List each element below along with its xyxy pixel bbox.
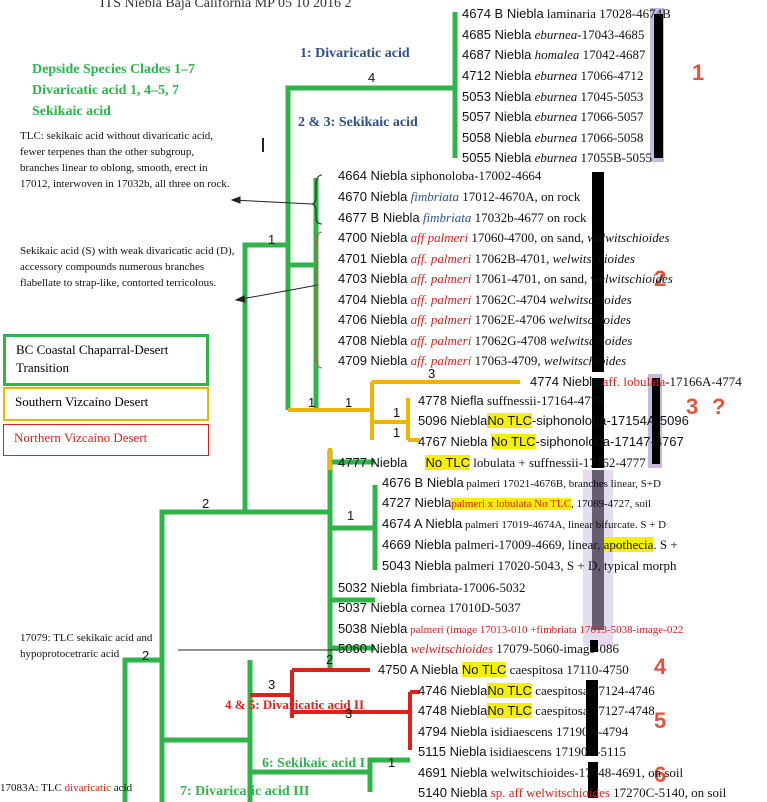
clade-2-bar [592,172,604,372]
note-17083-highlight: divaricatic [64,782,111,794]
support-value: 2 [326,652,334,667]
taxon-row: 4664 Niebla siphonoloba-17002-4664 [338,168,542,183]
taxon-row: 5043 Niebla palmeri 17020-5043, S + D, t… [382,558,677,573]
label-clade-6: 6: Sekikaic acid I [262,756,366,771]
taxon-row: 4674 B Niebla laminaria 17028-4674B [462,6,671,21]
support-value: 1 [393,405,401,420]
legend-northern: Northern Vizcaíno Desert [3,424,209,456]
taxon-row: 4670 Niebla fimbriata 17012-4670A, on ro… [338,189,581,204]
support-value: 1 [393,425,401,440]
support-value: 2 [202,496,210,511]
taxon-row: 4774 Niebla aff. lobulata-17166A-4774 [530,374,742,389]
label-clade-1: 1: Divaricatic acid [300,46,410,61]
taxon-row: 4676 B Niebla palmeri 17021-4676B, branc… [382,475,661,490]
taxon-row: 4677 B Niebla fimbriata 17032b-4677 on r… [338,210,587,225]
taxon-row: 4701 Niebla aff. palmeri 17062B-4701, we… [338,251,635,266]
support-value: 1 [345,395,353,410]
heading-divaricatic: Divaricatic acid 1, 4–5, 7 [32,83,179,98]
taxon-row: 4746 NieblaNo TLC caespitosa 17124-4746 [418,683,655,698]
legend-chaparral: BC Coastal Chaparral-Desert Transition [3,334,209,386]
clade-1-bar [654,14,663,158]
clade-q-shade [583,470,613,646]
support-value: 4 [368,70,376,85]
support-value: 2 [142,648,150,663]
taxon-row: 5053 Niebla eburnea 17045-5053 [462,89,644,104]
support-value: 1 [388,755,396,770]
taxon-row: 5057 Niebla eburnea 17066-5057 [462,109,644,124]
heading-depside: Depside Species Clades 1–7 [32,62,195,77]
note-tlc-sekikaic: TLC: sekikaic acid without divaricatic a… [20,130,230,190]
taxon-row: 4750 A Niebla No TLC caespitosa 17110-47… [378,662,629,677]
clade-number-5: 5 [654,708,667,733]
clade-5-bar [586,680,598,756]
note-17083: 17083A: TLC divaricatic acid [0,782,133,794]
label-clade-7: 7: Divaricatic acid III [180,784,310,799]
taxon-row: 4709 Niebla aff. palmeri 17063-4709, wel… [338,353,627,368]
page-title: ITS Niebla Baja California MP 05 10 2016… [100,0,352,11]
taxon-row: 5037 Niebla cornea 17010D-5037 [338,600,521,615]
legend-southern: Southern Vizcaíno Desert [3,387,209,421]
taxon-row: 4712 Niebla eburnea 17066-4712 [462,68,644,83]
note-17079: 17079: TLC sekikaic acid and hypoprotoce… [20,632,153,660]
taxon-row: 4669 Niebla palmeri-17009-4669, linear, … [382,537,678,552]
support-value: 1 [308,395,316,410]
support-value: 3 [428,366,436,381]
taxon-row: 4706 Niebla aff. palmeri 17062E-4706 wel… [338,312,631,327]
taxon-row: 5055 Niebla eburnea 17055B-5055 [462,150,652,165]
taxon-row: 4748 NieblaNo TLC caespitosa 17127-4748 [418,703,655,718]
taxon-row: 4703 Niebla aff. palmeri 17061-4701, on … [338,271,673,286]
taxon-row: 5140 Niebla sp. aff welwitschioides 1727… [418,785,727,800]
clade-number-6: 6 [654,762,667,787]
taxon-row: 4685 Niebla eburnea-17043-4685 [462,27,645,42]
heading-sekikaic: Sekikaic acid [32,104,111,119]
taxon-row: 5032 Niebla fimbriata-17006-5032 [338,580,526,595]
taxon-row: 4727 Nieblapalmeri x lobulata No TLC, 17… [382,495,652,510]
taxon-row: 5115 Niebla isidiaescens 17190B-5115 [418,744,627,759]
taxon-row: 5038 Niebla palmeri (image 17013-010 +fi… [338,621,684,636]
taxon-row: 4794 Niebla isidiaescens 17190A-4794 [418,724,629,739]
taxon-row: 5060 Niebla welwitschioides 17079-5060-i… [338,641,619,656]
clade-number-2: 2 [654,266,667,291]
taxon-row: 4778 Niefla suffnessii-17164-4778 [418,393,604,408]
support-value: 1 [268,232,276,247]
taxon-row: 4691 Niebla welwitschioides-17048-4691, … [418,765,684,780]
clade-3-bar [592,378,604,468]
taxon-row: 4704 Niebla aff. palmeri 17062C-4704 wel… [338,292,632,307]
taxon-row: 5096 NieblaNo TLC-siphonoloba-17154A-509… [418,413,689,428]
clade-number-4: 4 [654,654,667,679]
label-clade-45: 4 & 5: Divaricatic acid II [225,697,365,712]
support-value: 1 [347,508,355,523]
label-clade-23: 2 & 3: Sekikaic acid [298,115,418,130]
taxon-row: 4708 Niebla aff. palmeri 17062G-4708 wel… [338,333,633,348]
clade-6-bar [588,762,598,798]
taxon-row: 4687 Niebla homalea 17042-4687 [462,47,646,62]
support-value: 3 [268,677,276,692]
clade-number-1: 1 [692,60,705,85]
clade-4-bar [590,640,598,652]
taxon-row: 5058 Niebla eburnea 17066-5058 [462,130,644,145]
taxon-row: 4777 Niebla No TLC lobulata + suffnessii… [338,455,646,470]
taxon-row: 4767 Niebla No TLC-siphonoloba-17147-476… [418,434,684,449]
clade-number-question: ? [712,394,726,419]
support-value: 3 [345,706,353,721]
taxon-row: 4674 A Niebla palmeri 17019-4674A, linea… [382,516,667,531]
clade-number-3: 3 [686,394,699,419]
clade-3b-bar [652,378,660,464]
taxon-row: 4700 Niebla aff palmeri 17060-4700, on s… [338,230,670,245]
note-sekikaic-weak: Sekikaic acid (S) with weak divaricatic … [20,245,235,289]
